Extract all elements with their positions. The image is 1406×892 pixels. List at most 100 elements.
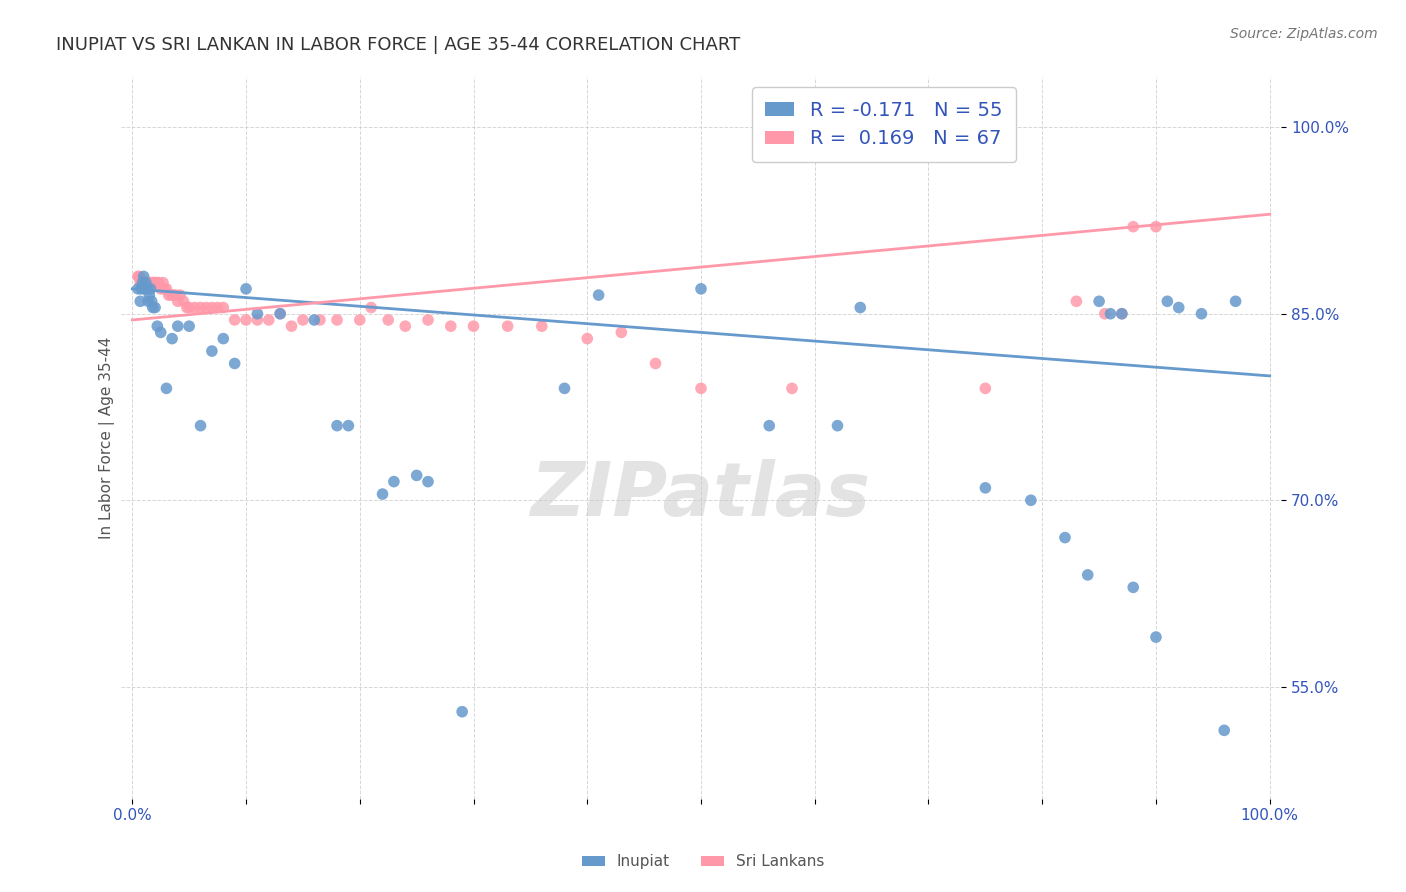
Point [146, 319, 169, 334]
Point [849, 301, 872, 315]
Point [758, 418, 780, 433]
Point [246, 313, 269, 327]
Point [337, 418, 360, 433]
Point [246, 307, 269, 321]
Point [827, 418, 849, 433]
Point [135, 276, 157, 290]
Point [141, 276, 163, 290]
Point [176, 301, 198, 315]
Point [530, 319, 553, 334]
Text: Source: ZipAtlas.com: Source: ZipAtlas.com [1230, 27, 1378, 41]
Point [139, 276, 162, 290]
Point [148, 276, 170, 290]
Point [153, 282, 176, 296]
Point [1225, 294, 1247, 309]
Point [152, 276, 174, 290]
Point [160, 332, 183, 346]
Point [143, 276, 166, 290]
Point [1144, 630, 1167, 644]
Point [190, 301, 212, 315]
Point [496, 319, 519, 334]
Point [1099, 307, 1122, 321]
Point [166, 319, 188, 334]
Point [588, 288, 610, 302]
Point [416, 313, 439, 327]
Point [1111, 307, 1133, 321]
Legend: R = -0.171   N = 55, R =  0.169   N = 67: R = -0.171 N = 55, R = 0.169 N = 67 [752, 87, 1017, 162]
Text: INUPIAT VS SRI LANKAN IN LABOR FORCE | AGE 35-44 CORRELATION CHART: INUPIAT VS SRI LANKAN IN LABOR FORCE | A… [56, 36, 741, 54]
Point [184, 301, 207, 315]
Point [326, 418, 349, 433]
Point [138, 276, 160, 290]
Point [1144, 219, 1167, 234]
Point [143, 301, 166, 315]
Point [360, 301, 382, 315]
Legend: Inupiat, Sri Lankans: Inupiat, Sri Lankans [575, 848, 831, 875]
Point [131, 276, 153, 290]
Point [349, 313, 371, 327]
Point [974, 481, 997, 495]
Point [160, 288, 183, 302]
Point [157, 288, 180, 302]
Point [169, 288, 191, 302]
Point [212, 332, 235, 346]
Point [134, 276, 156, 290]
Point [280, 319, 302, 334]
Point [165, 288, 187, 302]
Point [224, 356, 246, 370]
Point [257, 313, 280, 327]
Point [136, 282, 159, 296]
Point [146, 276, 169, 290]
Point [1191, 307, 1213, 321]
Point [179, 301, 201, 315]
Text: ZIPatlas: ZIPatlas [531, 459, 870, 533]
Point [132, 269, 155, 284]
Point [416, 475, 439, 489]
Point [139, 282, 162, 296]
Point [610, 326, 633, 340]
Point [371, 487, 394, 501]
Point [131, 276, 153, 290]
Point [304, 313, 326, 327]
Point [190, 418, 212, 433]
Point [131, 276, 153, 290]
Point [129, 276, 152, 290]
Point [132, 276, 155, 290]
Point [377, 313, 399, 327]
Point [235, 282, 257, 296]
Point [129, 294, 152, 309]
Point [1088, 294, 1111, 309]
Point [554, 381, 576, 395]
Point [326, 313, 349, 327]
Point [382, 475, 405, 489]
Point [451, 705, 474, 719]
Point [207, 301, 229, 315]
Point [138, 288, 160, 302]
Point [162, 288, 184, 302]
Point [690, 282, 713, 296]
Point [1077, 568, 1099, 582]
Point [172, 294, 194, 309]
Point [134, 282, 156, 296]
Point [127, 282, 149, 296]
Point [235, 313, 257, 327]
Y-axis label: In Labor Force | Age 35-44: In Labor Force | Age 35-44 [100, 337, 115, 540]
Point [166, 294, 188, 309]
Point [405, 468, 427, 483]
Point [136, 276, 159, 290]
Point [195, 301, 218, 315]
Point [136, 276, 159, 290]
Point [145, 276, 167, 290]
Point [1167, 301, 1189, 315]
Point [576, 332, 599, 346]
Point [1122, 580, 1144, 594]
Point [394, 319, 416, 334]
Point [136, 294, 159, 309]
Point [974, 381, 997, 395]
Point [149, 326, 172, 340]
Point [1156, 294, 1178, 309]
Point [1122, 219, 1144, 234]
Point [155, 282, 177, 296]
Point [142, 276, 165, 290]
Point [149, 282, 172, 296]
